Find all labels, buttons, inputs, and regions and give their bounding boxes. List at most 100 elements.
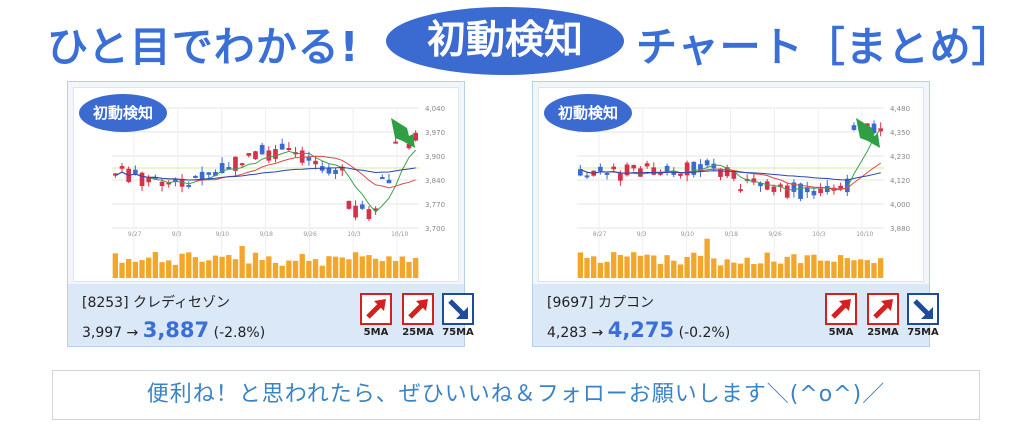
volume-bar	[352, 252, 359, 278]
current-price: 3,887	[142, 318, 210, 342]
stock-card-8253[interactable]: 初動検知 4,040 3,970 3,900 3,840 3,770 3,700 9/27 9…	[67, 81, 474, 347]
volume-bar	[299, 254, 305, 278]
volume-bar	[399, 256, 405, 278]
y-tick-label: 4,480	[890, 105, 910, 113]
candle-body	[731, 170, 737, 179]
candle-body	[413, 132, 418, 141]
volume-bar	[777, 263, 784, 278]
volume-bar	[219, 256, 225, 278]
candle-body	[604, 172, 610, 175]
volume-bar	[279, 265, 285, 278]
candle-body	[253, 151, 258, 160]
candle-body	[784, 185, 790, 198]
candle-body	[818, 188, 823, 194]
volume-bar	[179, 253, 185, 278]
volume-bar	[837, 255, 844, 278]
arrow-up-icon	[867, 293, 899, 325]
candle-body	[578, 169, 583, 176]
candlestick-chart-svg: 4,480 4,350 4,230 4,120 4,000 3,880 8/27 9/3 9/1…	[577, 105, 910, 278]
candle-body	[353, 205, 358, 218]
volume-bar	[591, 256, 597, 278]
y-tick-label: 3,700	[425, 225, 445, 233]
signal-label: 5MA	[363, 327, 389, 338]
stock-info-panel: [8253] クレディセゾン 3,997 → 3,887 (-2.8%) 5MA…	[68, 284, 474, 346]
x-tick-label: 9/10	[681, 231, 695, 238]
candle-body	[313, 160, 318, 165]
stock-name: [9697] カプコン	[547, 295, 655, 311]
stock-price: 3,997 → 3,887 (-2.8%)	[82, 318, 265, 342]
volume-bar	[146, 257, 152, 278]
candle-body	[871, 123, 877, 134]
candle-body	[658, 172, 663, 175]
candle-body	[844, 178, 850, 193]
candle-body	[239, 163, 245, 166]
volume-bar	[631, 252, 637, 278]
buy-signal-arrow	[401, 134, 415, 148]
header-trail-text: チャート［まとめ］	[636, 23, 1014, 71]
candle-body	[266, 150, 272, 161]
volume-bar	[751, 264, 757, 278]
volume-bar	[206, 260, 212, 278]
arrow-down-icon	[442, 293, 474, 325]
candle-body	[273, 149, 278, 159]
candle-body	[811, 190, 817, 196]
signal-25ma[interactable]: 25MA	[400, 293, 436, 338]
stock-chart: 初動検知 4,040 3,970 3,900 3,840 3,770 3,700 9/27 9…	[73, 87, 459, 282]
y-tick-label: 3,970	[425, 129, 445, 137]
candle-body	[598, 166, 603, 172]
y-tick-label: 4,040	[425, 105, 445, 113]
candle-body	[279, 143, 285, 150]
volume-bar	[359, 256, 365, 278]
x-tick-label: 9/3	[172, 231, 182, 238]
x-tick-label: 9/27	[128, 231, 142, 238]
volume-bar	[577, 252, 584, 278]
volume-bar	[366, 255, 372, 278]
arrow-up-icon	[825, 293, 857, 325]
volume-bar	[152, 252, 159, 278]
volume-bar	[817, 260, 824, 278]
moving-average-line	[115, 166, 416, 181]
footer-banner: 便利ね！と思われたら、ぜひいいね＆フォローお願いします＼(^o^)／	[52, 370, 980, 420]
candle-body	[751, 178, 757, 183]
x-tick-label: 9/18	[260, 231, 274, 238]
volume-bar	[172, 264, 179, 278]
candle-body	[824, 185, 830, 193]
previous-price: 4,283 →	[547, 325, 604, 341]
volume-bar	[119, 262, 125, 278]
volume-bar	[611, 252, 617, 278]
candle-body	[259, 144, 265, 155]
y-tick-label: 3,840	[425, 177, 445, 185]
volume-bar	[339, 257, 345, 278]
volume-bar	[857, 259, 864, 278]
volume-bar	[126, 259, 132, 278]
candle-body	[798, 183, 803, 199]
volume-bar	[392, 261, 399, 278]
candle-body	[113, 173, 118, 176]
candle-body	[286, 148, 292, 151]
candle-body	[678, 173, 683, 176]
candle-body	[771, 186, 777, 192]
current-price: 4,275	[607, 318, 675, 342]
candle-body	[233, 156, 238, 171]
y-tick-label: 3,880	[890, 225, 910, 233]
candle-body	[186, 184, 192, 187]
signal-5ma[interactable]: 5MA	[358, 293, 394, 338]
volume-bar	[864, 260, 870, 278]
candle-body	[671, 172, 677, 175]
volume-bar	[724, 259, 730, 278]
candle-body	[804, 187, 810, 193]
signal-25ma[interactable]: 25MA	[865, 293, 901, 338]
y-tick-label: 4,230	[890, 153, 910, 161]
stock-card-9697[interactable]: 初動検知 4,480 4,350 4,230 4,120 4,000 3,880 8/27 9…	[532, 81, 939, 347]
signal-75ma[interactable]: 75MA	[440, 293, 476, 338]
volume-bar	[757, 263, 764, 278]
candle-body	[618, 173, 623, 181]
volume-bar	[286, 260, 292, 278]
volume-bar	[372, 258, 379, 278]
volume-bar	[166, 260, 172, 278]
signal-label: 25MA	[402, 327, 434, 338]
candle-body	[611, 166, 617, 170]
candle-body	[758, 182, 763, 187]
signal-75ma[interactable]: 75MA	[905, 293, 941, 338]
signal-5ma[interactable]: 5MA	[823, 293, 859, 338]
